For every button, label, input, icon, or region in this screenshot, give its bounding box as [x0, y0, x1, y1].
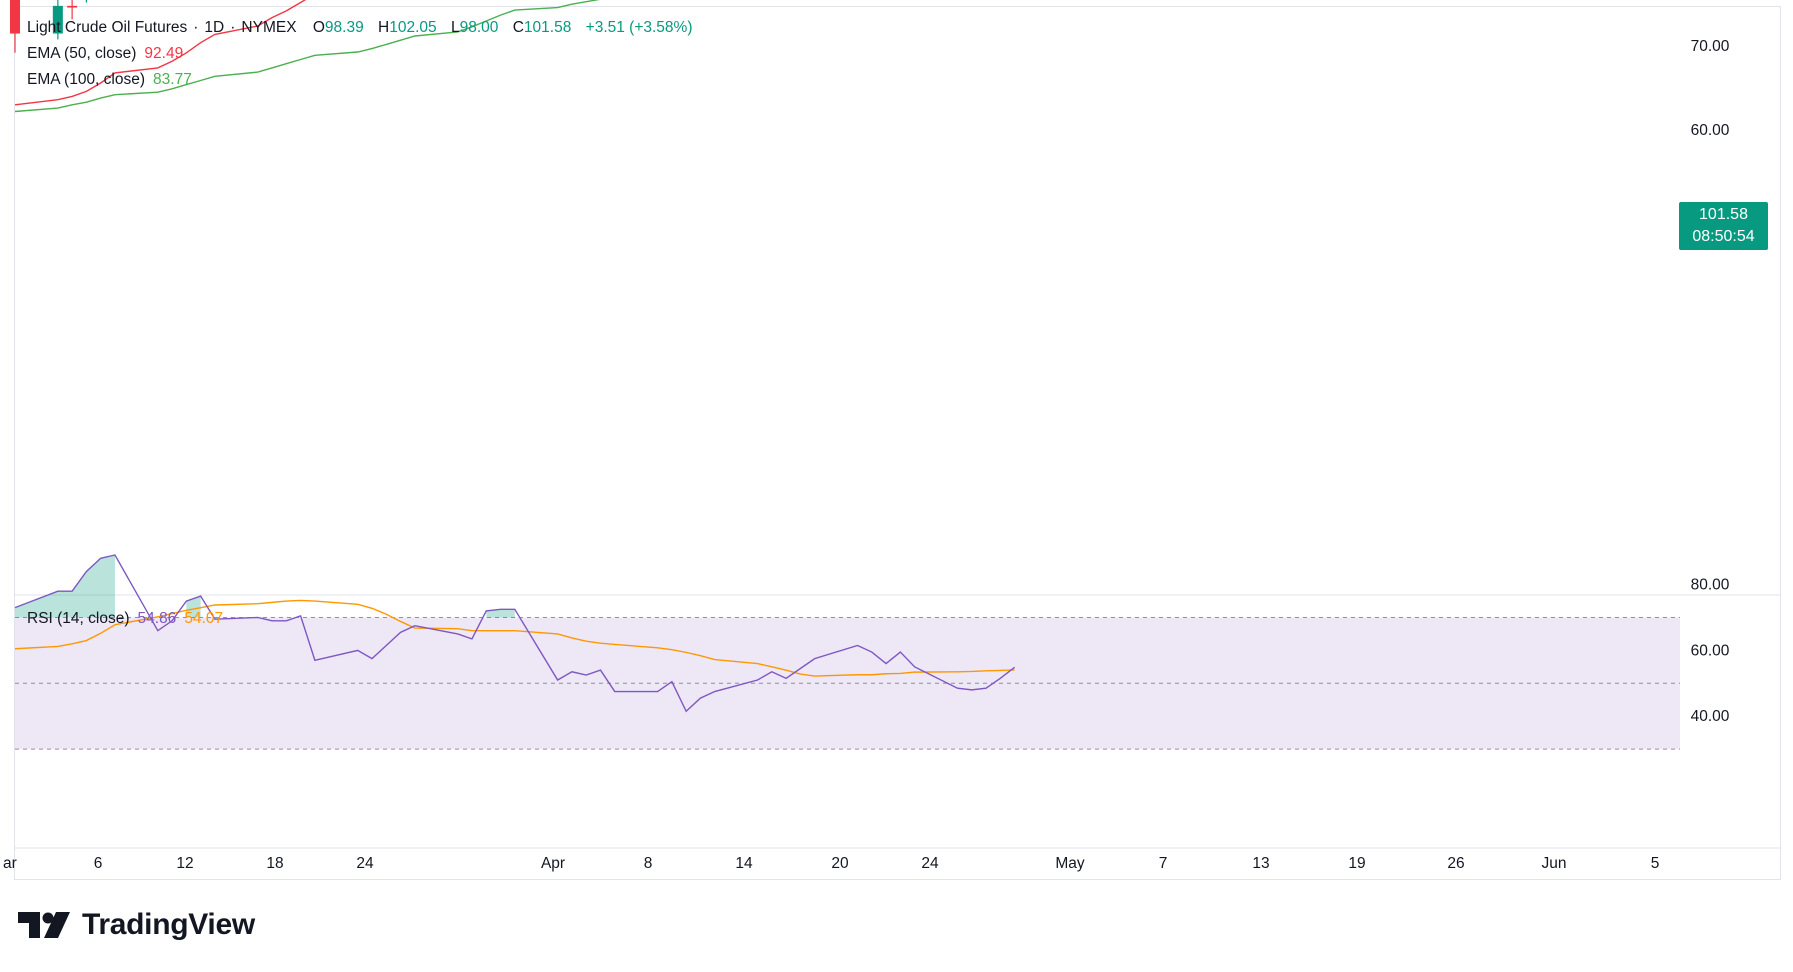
time-axis-label: 14 [735, 855, 753, 872]
rsi-ma-line [14, 599, 1015, 677]
time-axis-label: May [1055, 855, 1085, 872]
time-axis-label: Jun [1542, 855, 1567, 872]
rsi-axis-label: 60.00 [1691, 642, 1730, 659]
time-axis-label: 7 [1159, 855, 1168, 872]
rsi-overbought-fill [186, 596, 201, 618]
tradingview-logo[interactable]: TradingView [18, 908, 255, 942]
ema100-legend[interactable]: EMA (100, close) 83.77 [27, 71, 192, 89]
candle-body [67, 5, 78, 8]
exchange-label: NYMEX [241, 19, 297, 36]
time-axis-label: 6 [94, 855, 103, 872]
ema50-value: 92.49 [144, 45, 184, 62]
rsi-overbought-fill [15, 554, 115, 618]
low-value: 98.00 [459, 19, 499, 36]
symbol-legend: Light Crude Oil Futures · 1D · NYMEX O98.39 … [27, 19, 693, 37]
legend-separator: · [193, 19, 199, 36]
time-axis-label: 24 [921, 855, 939, 872]
symbol-name[interactable]: Light Crude Oil Futures [27, 19, 188, 36]
rsi-value: 54.86 [137, 610, 177, 627]
time-axis-label: 19 [1348, 855, 1365, 872]
ema100-value: 83.77 [153, 71, 192, 88]
high-value: 102.05 [389, 19, 437, 36]
rsi-axis-label: 80.00 [1691, 577, 1730, 594]
time-axis-label: 8 [644, 855, 653, 872]
price-axis-label: 70.00 [1691, 38, 1730, 55]
rsi-overbought-fill [486, 609, 515, 618]
candle-body [10, 0, 20, 34]
rsi-legend[interactable]: RSI (14, close) 54.86 54.07 [27, 610, 223, 628]
high-label: H [378, 19, 390, 36]
time-axis-label: 12 [176, 855, 193, 872]
logo-text: TradingView [82, 908, 255, 941]
legend-separator: · [230, 19, 236, 36]
chart-frame [14, 6, 1781, 880]
rsi-axis-label: 40.00 [1691, 708, 1730, 725]
ema100-line [14, 0, 600, 113]
bar-countdown: 08:50:54 [1692, 228, 1755, 245]
time-axis-label: Apr [541, 855, 565, 872]
close-value: 101.58 [523, 19, 572, 36]
time-axis-label: 5 [1651, 855, 1660, 872]
candle-body [52, 5, 63, 34]
interval-label: 1D [204, 19, 225, 36]
time-axis-label: 13 [1252, 855, 1269, 872]
low-label: L [450, 19, 460, 36]
close-label: C [512, 19, 524, 36]
open-label: O [312, 19, 325, 36]
time-axis-label: 20 [831, 855, 849, 872]
ema50-line [14, 0, 307, 106]
ema50-legend[interactable]: EMA (50, close) 92.49 [27, 45, 183, 63]
last-price-value: 101.58 [1699, 206, 1748, 223]
time-axis-label: ar [3, 855, 17, 872]
ema50-label: EMA (50, close) [27, 45, 137, 62]
price-axis-label: 60.00 [1691, 122, 1730, 139]
rsi-ma-value: 54.07 [184, 610, 224, 627]
tradingview-logo-icon [18, 912, 70, 938]
ema100-label: EMA (100, close) [27, 71, 146, 88]
time-axis-label: 24 [356, 855, 374, 872]
change-value: +3.51 (+3.58%) [585, 19, 693, 36]
last-price-badge: 101.58 08:50:54 [1679, 202, 1768, 250]
open-value: 98.39 [324, 19, 364, 36]
rsi-line [14, 554, 1016, 713]
time-axis-label: 18 [266, 855, 283, 872]
rsi-label: RSI (14, close) [27, 610, 130, 627]
time-axis-label: 26 [1447, 855, 1464, 872]
